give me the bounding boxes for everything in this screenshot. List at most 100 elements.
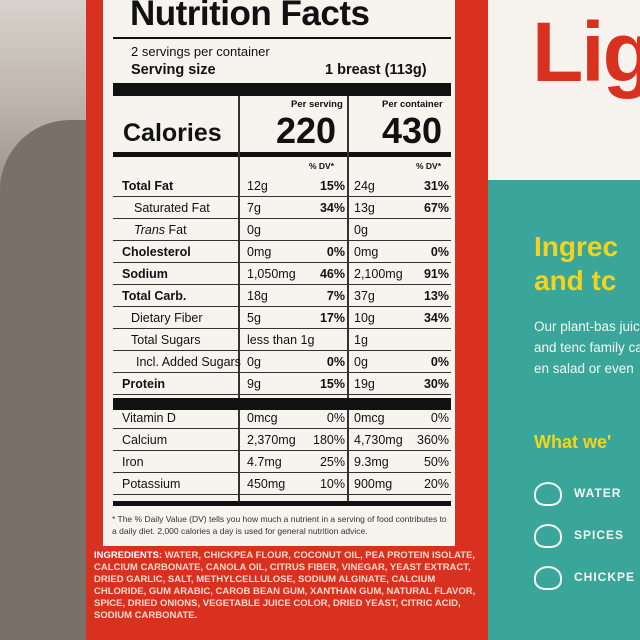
dv-per-serving: 46% bbox=[319, 267, 345, 281]
item-label: CHICKPE bbox=[574, 570, 636, 585]
dv-header-container: % DV* bbox=[416, 161, 442, 171]
water-drop-icon bbox=[534, 482, 562, 506]
row-divider bbox=[113, 394, 451, 395]
nutrient-name: Protein bbox=[122, 377, 166, 391]
value-per-container: 37g bbox=[354, 289, 375, 303]
nutrient-name: Dietary Fiber bbox=[131, 311, 203, 325]
calories-per-container: 430 bbox=[382, 110, 443, 151]
nutrient-name: Total Sugars bbox=[131, 333, 201, 347]
dv-per-serving: 10% bbox=[319, 477, 345, 491]
nutrient-name: Potassium bbox=[122, 477, 181, 491]
value-per-serving: 2,370mg bbox=[247, 433, 296, 447]
dv-per-serving: 0% bbox=[326, 355, 345, 369]
servings-per-container: 2 servings per container bbox=[131, 44, 270, 59]
ingredients-text: WATER, CHICKPEA FLOUR, COCONUT OIL, PEA … bbox=[94, 550, 476, 621]
brand-logo: Lig bbox=[532, 5, 640, 99]
promo-heading-line-1: Ingrec bbox=[534, 231, 619, 262]
dv-header-serving: % DV* bbox=[309, 161, 335, 171]
value-per-container: 4,730mg bbox=[354, 433, 403, 447]
nutrient-name: Incl. Added Sugars bbox=[136, 355, 241, 369]
dv-per-serving: 7% bbox=[326, 289, 345, 303]
dv-per-serving: 0% bbox=[326, 411, 345, 425]
value-per-serving: 7g bbox=[247, 201, 261, 215]
row-divider bbox=[113, 350, 451, 351]
value-per-container: 0mg bbox=[354, 245, 379, 259]
dv-per-container: 50% bbox=[423, 455, 449, 469]
value-per-serving: 1,050mg bbox=[247, 267, 296, 281]
nutrient-name: Saturated Fat bbox=[134, 201, 210, 215]
ingredients-label: INGREDIENTS: bbox=[94, 550, 163, 561]
value-per-container: 10g bbox=[354, 311, 375, 325]
promo-heading: Ingrec and tc bbox=[534, 230, 618, 297]
serving-size-label: Serving size bbox=[131, 62, 216, 78]
row-divider bbox=[113, 284, 451, 285]
nutrient-name: Total Fat bbox=[122, 179, 174, 193]
item-spices: SPICES bbox=[534, 524, 624, 548]
dv-per-serving: 180% bbox=[313, 433, 345, 447]
dv-per-container: 13% bbox=[423, 289, 449, 303]
value-per-container: 24g bbox=[354, 179, 375, 193]
calories-per-serving: 220 bbox=[276, 110, 337, 151]
nutrient-name: Total Carb. bbox=[122, 289, 187, 303]
column-divider-1 bbox=[238, 96, 240, 502]
row-divider bbox=[113, 240, 451, 241]
value-per-serving: 4.7mg bbox=[247, 455, 282, 469]
value-per-container: 1g bbox=[354, 333, 368, 347]
dv-per-container: 30% bbox=[423, 377, 449, 391]
value-per-container: 19g bbox=[354, 377, 375, 391]
calories-rule bbox=[113, 152, 451, 157]
what-heading: What we' bbox=[534, 432, 612, 452]
spices-icon bbox=[534, 524, 562, 548]
value-per-serving: 0mg bbox=[247, 245, 272, 259]
value-per-serving: 18g bbox=[247, 289, 268, 303]
value-per-serving: 0mcg bbox=[247, 411, 278, 425]
brand-area: Lig bbox=[488, 0, 640, 180]
dv-per-container: 360% bbox=[417, 433, 449, 447]
dv-per-container: 91% bbox=[423, 267, 449, 281]
row-divider bbox=[113, 306, 451, 307]
title-rule bbox=[113, 37, 451, 39]
dv-per-container: 0% bbox=[430, 355, 449, 369]
nutrient-name: Trans Fat bbox=[134, 223, 187, 237]
value-per-serving: 0g bbox=[247, 223, 261, 237]
nutrient-name: Vitamin D bbox=[122, 411, 176, 425]
item-label: WATER bbox=[574, 486, 622, 501]
dv-per-serving: 15% bbox=[319, 377, 345, 391]
calories-label: Calories bbox=[123, 119, 222, 147]
value-per-serving: 5g bbox=[247, 311, 261, 325]
value-per-serving: 0g bbox=[247, 355, 261, 369]
dv-per-serving: 34% bbox=[319, 201, 345, 215]
ingredients-promo-area: Ingrec and tc Our plant-bas juicy and te… bbox=[488, 180, 640, 640]
row-divider bbox=[113, 262, 451, 263]
protein-rule bbox=[113, 398, 451, 410]
value-per-serving: less than 1g bbox=[247, 333, 315, 347]
row-divider bbox=[113, 328, 451, 329]
dv-per-container: 0% bbox=[430, 245, 449, 259]
item-label: SPICES bbox=[574, 528, 625, 543]
value-per-container: 0g bbox=[354, 355, 368, 369]
row-divider bbox=[113, 428, 451, 429]
item-chickpea: CHICKPE bbox=[534, 566, 635, 590]
nutrient-name: Calcium bbox=[122, 433, 168, 447]
value-per-container: 2,100mg bbox=[354, 267, 403, 281]
serving-rule bbox=[113, 83, 451, 96]
value-per-serving: 9g bbox=[247, 377, 261, 391]
ingredients-list: INGREDIENTS: WATER, CHICKPEA FLOUR, COCO… bbox=[94, 550, 478, 622]
dv-per-container: 31% bbox=[423, 179, 449, 193]
dv-per-serving: 17% bbox=[319, 311, 345, 325]
nutrient-name: Sodium bbox=[122, 267, 168, 281]
row-divider bbox=[113, 218, 451, 219]
row-divider bbox=[113, 196, 451, 197]
per-serving-header: Per serving bbox=[291, 99, 343, 110]
serving-size-value: 1 breast (113g) bbox=[325, 62, 427, 78]
value-per-container: 900mg bbox=[354, 477, 393, 491]
daily-value-footnote: * The % Daily Value (DV) tells you how m… bbox=[112, 514, 447, 536]
value-per-container: 0mcg bbox=[354, 411, 385, 425]
row-divider bbox=[113, 472, 451, 473]
promo-description: Our plant-bas juicy and tenc family can … bbox=[534, 319, 640, 376]
dv-per-container: 20% bbox=[423, 477, 449, 491]
row-divider bbox=[113, 450, 451, 451]
nutrient-name: Cholesterol bbox=[122, 245, 191, 259]
value-per-serving: 12g bbox=[247, 179, 268, 193]
label-title: Nutrition Facts bbox=[130, 0, 370, 33]
